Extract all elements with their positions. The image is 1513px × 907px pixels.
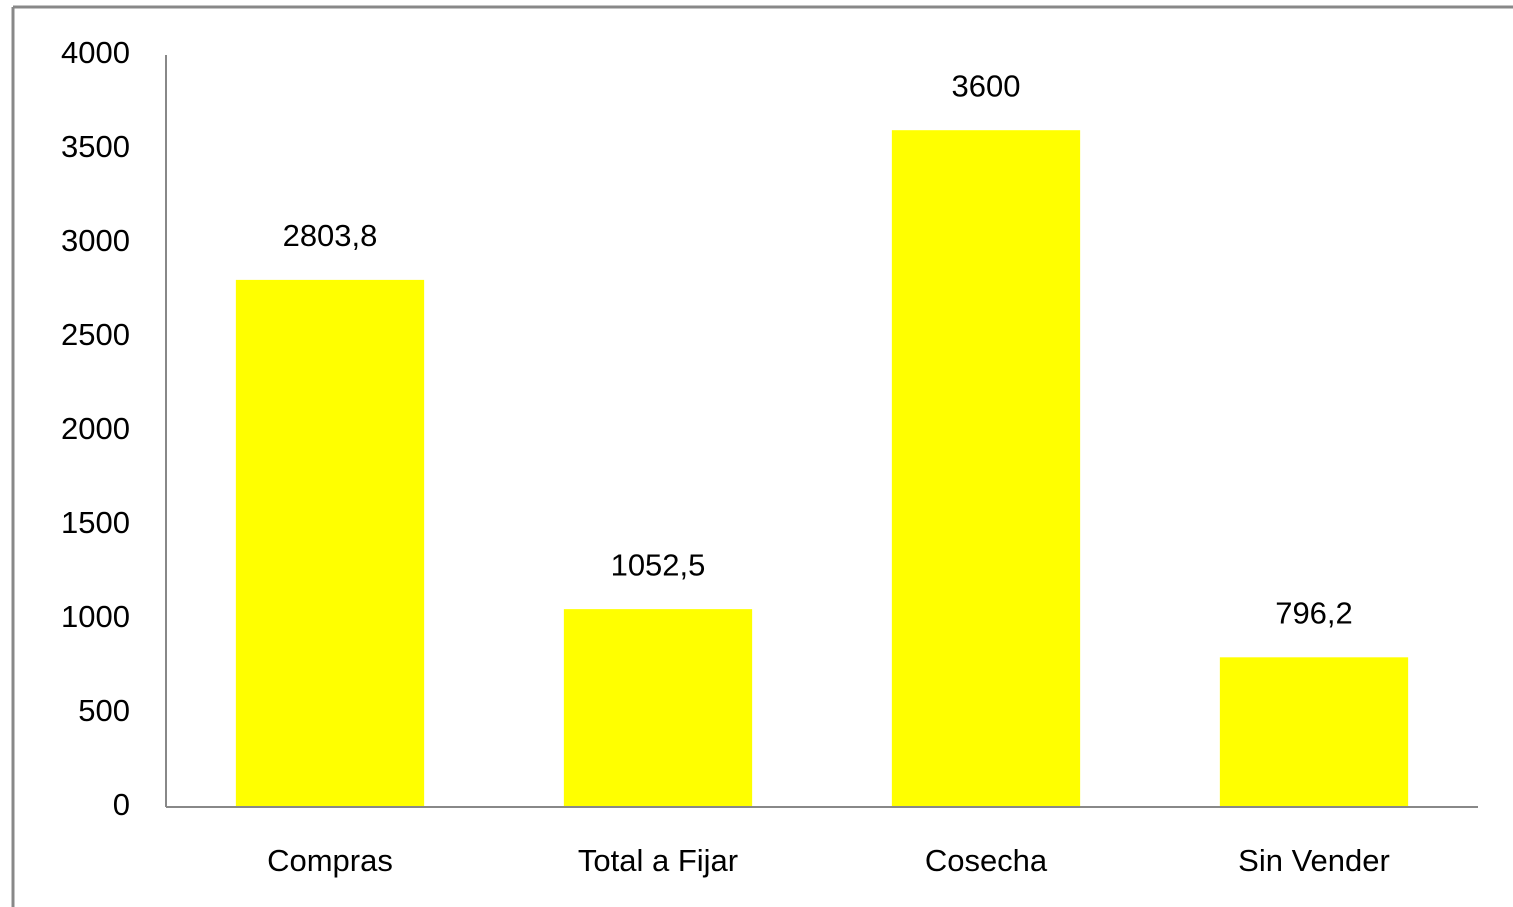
value-label: 796,2	[1275, 596, 1353, 631]
bar	[1219, 657, 1409, 807]
bar	[563, 609, 753, 807]
y-tick-label: 2000	[61, 411, 130, 446]
bar	[891, 130, 1081, 807]
value-label: 1052,5	[611, 547, 706, 582]
y-tick-label: 1000	[61, 599, 130, 634]
y-tick-label: 1500	[61, 505, 130, 540]
bar	[235, 279, 425, 807]
x-tick-label: Cosecha	[925, 843, 1048, 878]
y-tick-label: 3000	[61, 223, 130, 258]
value-label: 2803,8	[283, 218, 378, 253]
y-tick-label: 3500	[61, 129, 130, 164]
y-tick-label: 0	[113, 787, 130, 822]
y-tick-label: 500	[78, 693, 130, 728]
value-label: 3600	[952, 68, 1021, 103]
y-tick-label: 4000	[61, 35, 130, 70]
x-tick-label: Sin Vender	[1238, 843, 1390, 878]
x-tick-label: Compras	[267, 843, 393, 878]
y-tick-label: 2500	[61, 317, 130, 352]
x-tick-label: Total a Fijar	[578, 843, 738, 878]
